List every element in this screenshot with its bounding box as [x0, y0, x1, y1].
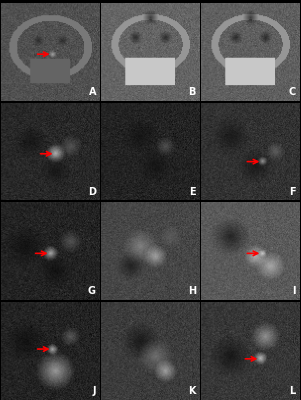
- Text: I: I: [292, 286, 296, 296]
- Text: K: K: [188, 386, 196, 396]
- Text: F: F: [289, 187, 296, 197]
- Text: D: D: [88, 187, 96, 197]
- Text: L: L: [290, 386, 296, 396]
- Text: E: E: [189, 187, 196, 197]
- Text: H: H: [188, 286, 196, 296]
- Text: B: B: [188, 87, 196, 97]
- Text: G: G: [88, 286, 96, 296]
- Text: C: C: [289, 87, 296, 97]
- Text: A: A: [88, 87, 96, 97]
- Text: J: J: [92, 386, 96, 396]
